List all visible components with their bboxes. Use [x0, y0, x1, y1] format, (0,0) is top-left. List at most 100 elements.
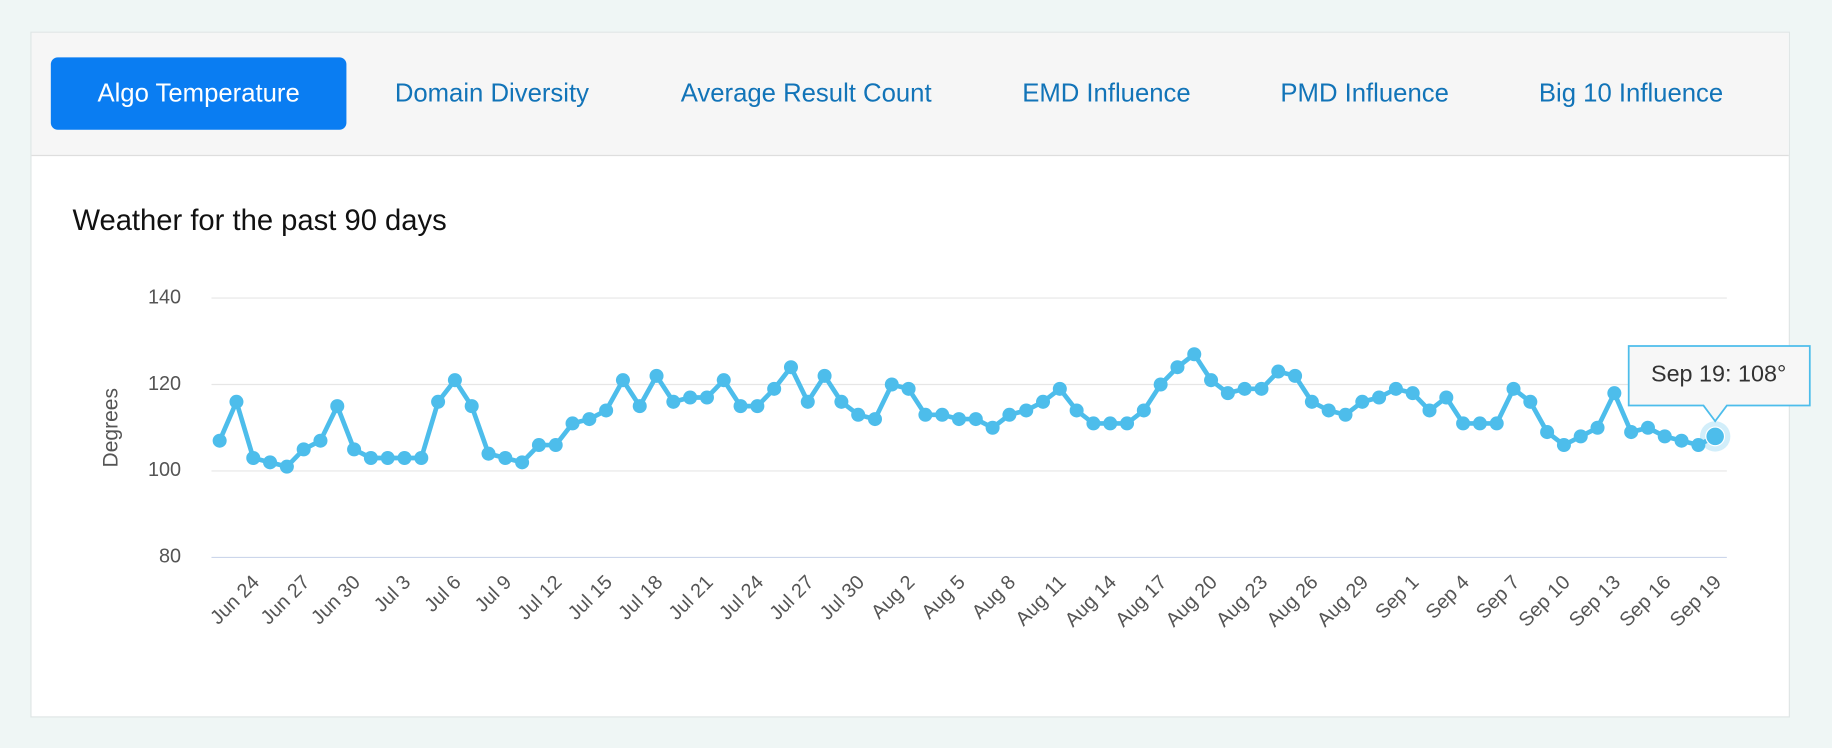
point	[263, 455, 278, 470]
point	[363, 450, 378, 466]
point	[1472, 416, 1487, 431]
point	[1674, 433, 1689, 448]
point	[649, 368, 664, 383]
point	[380, 450, 395, 466]
point	[212, 433, 227, 448]
point	[1052, 381, 1067, 396]
point	[1456, 416, 1471, 431]
point	[733, 399, 748, 414]
point	[498, 450, 513, 466]
y-tick-label: 140	[148, 286, 181, 308]
y-tick-label: 120	[148, 373, 181, 395]
point	[1170, 360, 1185, 375]
point	[330, 399, 345, 414]
point	[935, 407, 950, 422]
point	[229, 394, 244, 409]
point	[246, 450, 261, 466]
point	[1237, 381, 1252, 396]
tabs: Algo Temperature Domain Diversity Average …	[50, 57, 1723, 130]
point	[1036, 394, 1051, 409]
point	[1422, 403, 1437, 418]
point	[1120, 416, 1135, 431]
point	[884, 377, 899, 392]
point	[918, 407, 933, 422]
point	[1304, 394, 1319, 409]
tab[interactable]: Algo Temperature	[97, 80, 299, 108]
tab[interactable]: Big 10 Influence	[1539, 80, 1723, 108]
point	[313, 433, 328, 448]
point	[750, 399, 765, 414]
tab[interactable]: EMD Influence	[1022, 80, 1190, 108]
point	[985, 420, 1000, 435]
point	[1607, 386, 1622, 401]
point	[1220, 386, 1235, 401]
point	[1590, 420, 1605, 435]
point	[783, 360, 798, 375]
point	[834, 394, 849, 409]
point	[397, 450, 412, 466]
tooltip-text: Sep 19: 108°	[1651, 360, 1786, 386]
y-axis-label: Degrees	[100, 388, 123, 467]
point	[1187, 347, 1202, 362]
point	[1540, 425, 1555, 440]
point	[1691, 438, 1706, 453]
point	[1705, 426, 1726, 447]
point	[1002, 407, 1017, 422]
point	[565, 416, 580, 431]
point	[1657, 429, 1672, 444]
point	[817, 368, 832, 383]
point	[1573, 429, 1588, 444]
point	[1506, 381, 1521, 396]
point	[867, 412, 882, 427]
point	[1103, 416, 1118, 431]
point	[615, 373, 630, 388]
point	[1640, 420, 1655, 435]
point	[1624, 425, 1639, 440]
point	[699, 390, 714, 405]
chart-title: Weather for the past 90 days	[72, 205, 446, 237]
point	[851, 407, 866, 422]
point	[296, 442, 311, 457]
point	[716, 373, 731, 388]
point	[767, 381, 782, 396]
tab[interactable]: PMD Influence	[1280, 80, 1448, 108]
point	[1136, 403, 1151, 418]
point	[1069, 403, 1084, 418]
point	[800, 394, 815, 409]
point	[1288, 368, 1303, 383]
point	[531, 438, 546, 453]
point	[447, 373, 462, 388]
point	[951, 412, 967, 427]
point	[683, 390, 698, 405]
point	[1405, 386, 1420, 401]
point	[414, 450, 429, 466]
point	[1271, 364, 1286, 379]
point	[548, 438, 563, 453]
point	[1372, 390, 1387, 405]
point	[582, 412, 597, 427]
point	[599, 403, 614, 418]
point	[279, 459, 294, 474]
point	[1388, 381, 1403, 396]
point	[1523, 394, 1538, 409]
point	[1489, 416, 1504, 431]
point	[1086, 416, 1101, 431]
point	[464, 399, 479, 414]
point	[901, 381, 916, 396]
point	[1019, 403, 1034, 418]
tooltip-box	[1627, 345, 1811, 423]
tab[interactable]: Average Result Count	[681, 80, 932, 108]
point	[1254, 381, 1269, 396]
point	[1355, 394, 1370, 409]
point	[431, 394, 446, 409]
point	[1204, 373, 1219, 388]
y-tick-label: 100	[148, 459, 181, 481]
point	[1556, 438, 1571, 453]
tab[interactable]: Domain Diversity	[395, 80, 589, 108]
point	[1321, 403, 1336, 418]
point	[968, 412, 983, 427]
point	[1153, 377, 1168, 392]
active-tab-bg	[50, 57, 347, 130]
point	[666, 394, 681, 409]
